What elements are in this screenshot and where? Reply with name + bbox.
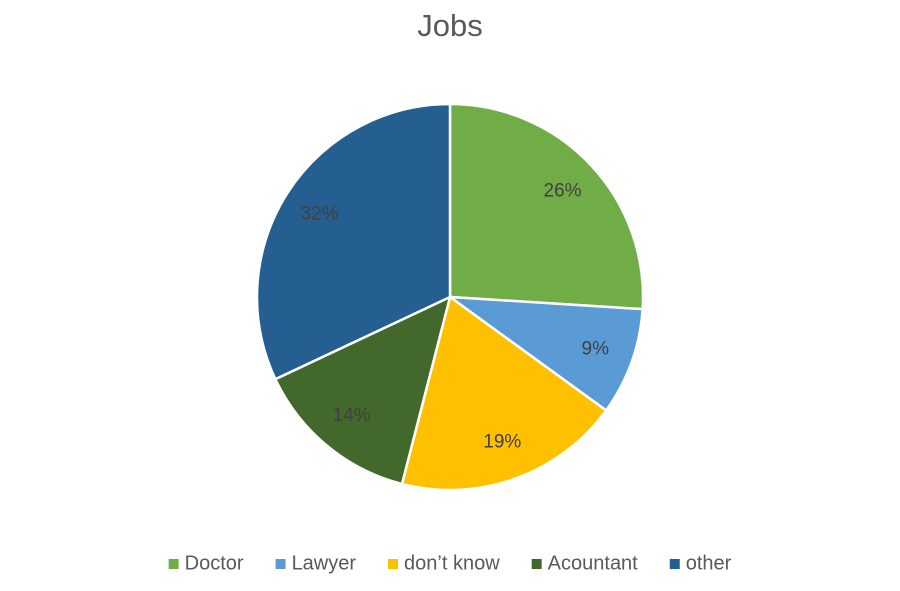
data-label: 9% (582, 338, 610, 359)
legend-marker (531, 559, 542, 569)
legend: Doctor Lawyer don’t know Acountant other (168, 552, 732, 574)
pie-slice (273, 294, 452, 486)
legend-marker (275, 559, 286, 569)
pie-slice (400, 294, 608, 492)
legend-label: Doctor (185, 552, 244, 574)
data-label: 26% (544, 180, 582, 201)
data-label: 19% (483, 431, 521, 452)
legend-label: Lawyer (292, 552, 357, 574)
legend-label: other (686, 552, 732, 574)
legend-label: Acountant (548, 552, 639, 574)
legend-marker (168, 559, 179, 569)
pie-slice (445, 295, 644, 413)
data-label: 14% (333, 405, 371, 426)
chart-title: Jobs (417, 8, 482, 43)
data-label: 32% (301, 203, 339, 224)
pie-slice (255, 102, 452, 381)
legend-marker (388, 559, 399, 569)
legend-label: don’t know (404, 552, 500, 574)
pie-slice (448, 102, 645, 311)
legend-marker (669, 559, 680, 569)
